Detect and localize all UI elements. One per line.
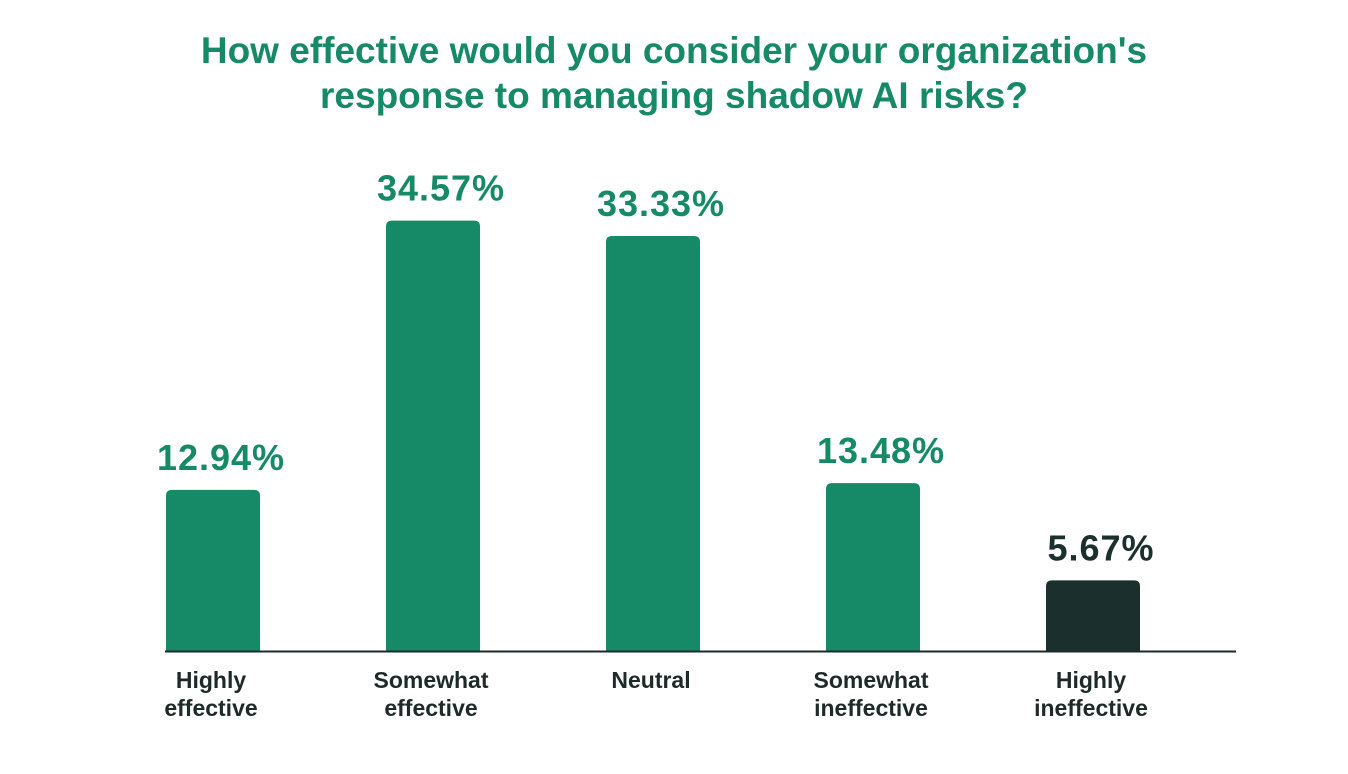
bar-4 [1046, 580, 1140, 651]
bar-0 [166, 489, 260, 651]
value-label-4: 5.67% [1047, 527, 1154, 568]
category-label-0-line-0: Highly [176, 667, 246, 693]
category-label-2-line-0: Neutral [611, 667, 690, 693]
value-label-0: 12.94% [157, 437, 285, 478]
category-label-4-line-0: Highly [1056, 667, 1126, 693]
bars-layer [166, 220, 1140, 651]
category-label-3-line-1: ineffective [814, 695, 928, 721]
chart-title-line-2: response to managing shadow AI risks? [320, 75, 1028, 116]
bar-1 [386, 220, 480, 651]
category-label-4-line-1: ineffective [1034, 695, 1148, 721]
chart-title-line-1: How effective would you consider your or… [200, 30, 1148, 71]
value-label-2: 33.33% [597, 183, 725, 224]
value-labels-layer: 12.94% 34.57% 33.33% 13.48% 5.67% [157, 168, 1154, 569]
category-label-3-line-0: Somewhat [813, 667, 928, 693]
category-label-1-line-0: Somewhat [373, 667, 488, 693]
value-label-3: 13.48% [817, 430, 945, 471]
bar-3 [826, 483, 920, 651]
value-label-1: 34.57% [377, 168, 505, 209]
category-label-1-line-1: effective [384, 695, 477, 721]
bar-2 [606, 236, 700, 651]
category-label-0-line-1: effective [164, 695, 257, 721]
chart-title: How effective would you consider your or… [0, 28, 1348, 118]
